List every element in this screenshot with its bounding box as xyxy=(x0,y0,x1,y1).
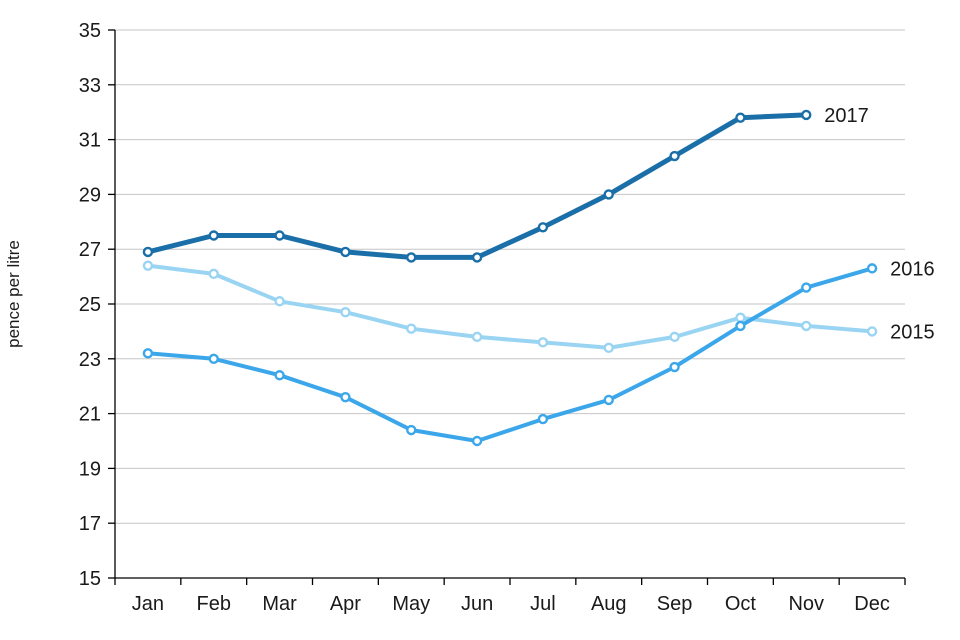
marker-2017 xyxy=(669,150,680,162)
y-axis-title: pence per litre xyxy=(4,240,23,348)
marker-2016 xyxy=(866,263,878,274)
y-tick-label: 31 xyxy=(79,130,101,152)
marker-2016 xyxy=(603,394,614,406)
marker-2017 xyxy=(142,246,154,258)
x-tick-label: Mar xyxy=(262,593,297,615)
marker-2017 xyxy=(208,230,219,241)
marker-2017 xyxy=(340,246,351,258)
series-line-2016 xyxy=(145,266,875,443)
marker-2016 xyxy=(340,391,351,403)
marker-2016 xyxy=(735,320,746,332)
series-label-2017: 2017 xyxy=(824,105,869,127)
marker-2015 xyxy=(471,331,483,343)
x-tick-label: Sep xyxy=(657,593,693,615)
marker-2016 xyxy=(274,370,285,381)
y-tick-label: 21 xyxy=(79,404,101,426)
marker-2016 xyxy=(406,424,417,436)
y-tick-label: 17 xyxy=(79,513,101,535)
y-tick-label: 29 xyxy=(79,184,101,206)
marker-2015 xyxy=(669,331,680,343)
y-tick-label: 15 xyxy=(79,568,101,590)
x-tick-label: Jul xyxy=(530,593,556,615)
marker-2017 xyxy=(801,109,812,121)
series-line-2015 xyxy=(145,263,875,350)
marker-2015 xyxy=(142,260,154,271)
series-label-2016: 2016 xyxy=(890,258,935,280)
y-tick-label: 35 xyxy=(79,20,101,42)
marker-2015 xyxy=(274,296,285,307)
marker-2017 xyxy=(406,252,417,263)
marker-2017 xyxy=(537,222,549,233)
marker-2016 xyxy=(471,435,483,447)
x-tick-label: Jun xyxy=(461,593,493,615)
marker-2017 xyxy=(274,230,285,241)
marker-2016 xyxy=(669,361,680,373)
marker-2015 xyxy=(406,323,417,334)
marker-2015 xyxy=(208,268,219,280)
x-tick-label: Jan xyxy=(132,593,164,615)
marker-2015 xyxy=(537,337,549,348)
y-tick-label: 25 xyxy=(79,294,101,316)
marker-2016 xyxy=(208,353,219,364)
x-tick-label: Aug xyxy=(591,593,627,615)
marker-2016 xyxy=(537,413,549,425)
y-tick-label: 33 xyxy=(79,75,101,97)
x-tick-label: May xyxy=(392,593,430,615)
y-tick-label: 23 xyxy=(79,349,101,371)
x-tick-label: Feb xyxy=(197,593,231,615)
x-tick-label: Nov xyxy=(788,593,824,615)
marker-2015 xyxy=(866,326,878,337)
y-tick-label: 19 xyxy=(79,458,101,480)
marker-2016 xyxy=(801,282,812,293)
marker-2017 xyxy=(735,112,746,123)
y-tick-label: 27 xyxy=(79,239,101,261)
x-tick-label: Apr xyxy=(330,593,361,615)
series-label-2015: 2015 xyxy=(890,321,935,343)
marker-2016 xyxy=(142,348,154,359)
x-tick-label: Oct xyxy=(725,593,757,615)
marker-2015 xyxy=(340,307,351,318)
x-tick-label: Dec xyxy=(854,593,890,615)
marker-2017 xyxy=(603,189,614,200)
marker-2015 xyxy=(735,312,746,323)
series-line-2017 xyxy=(145,112,809,260)
marker-2015 xyxy=(603,342,614,354)
marker-2017 xyxy=(471,252,483,263)
marker-2015 xyxy=(801,320,812,332)
